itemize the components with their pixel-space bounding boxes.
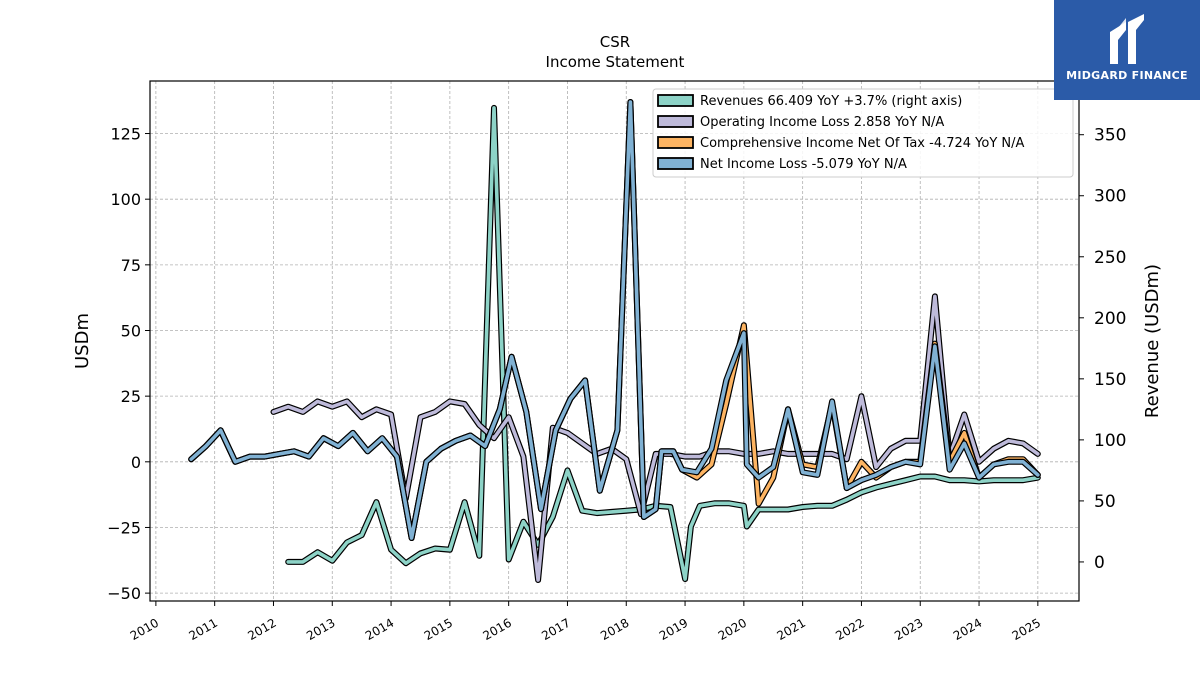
legend-swatch xyxy=(658,95,693,106)
x-tick-label: 2021 xyxy=(775,616,808,643)
y-tick-label-right: 100 xyxy=(1094,431,1126,451)
x-tick-label: 2012 xyxy=(245,616,278,643)
legend-swatch xyxy=(658,158,693,169)
x-tick-label: 2020 xyxy=(716,616,749,643)
y-tick-label-right: 0 xyxy=(1094,553,1105,573)
y-tick-label-right: 300 xyxy=(1094,187,1126,207)
y-tick-label-left: 0 xyxy=(131,453,141,472)
y-tick-label-left: 50 xyxy=(121,321,141,340)
chart-subtitle: Income Statement xyxy=(546,53,685,71)
x-tick-label: 2018 xyxy=(598,616,631,643)
y-tick-label-left: −25 xyxy=(107,518,141,537)
y-tick-label-left: 25 xyxy=(121,387,141,406)
y-tick-label-left: 75 xyxy=(121,256,141,275)
y-axis-label-left: USDm xyxy=(72,313,93,369)
x-tick-label: 2017 xyxy=(539,616,572,643)
x-tick-label: 2013 xyxy=(304,616,337,643)
chart-title: CSR xyxy=(600,33,630,51)
x-tick-label: 2011 xyxy=(187,616,220,643)
y-tick-label-right: 350 xyxy=(1094,126,1126,146)
legend-swatch xyxy=(658,116,693,127)
x-tick-label: 2010 xyxy=(128,616,161,643)
revenues-outline xyxy=(288,108,1038,579)
legend-entry-label: Operating Income Loss 2.858 YoY N/A xyxy=(700,115,944,130)
x-tick-label: 2019 xyxy=(657,616,690,643)
income-statement-chart: CSR Income Statement 2010 2011 2012 2013 201… xyxy=(0,0,1200,675)
x-tick-label: 2016 xyxy=(481,616,514,643)
y-tick-label-left: −50 xyxy=(107,584,141,603)
midgard-logo-icon xyxy=(1104,10,1150,68)
x-tick-label: 2023 xyxy=(892,616,925,643)
x-tick-label: 2025 xyxy=(1010,616,1043,643)
legend-entry-label: Revenues 66.409 YoY +3.7% (right axis) xyxy=(700,94,962,109)
y-tick-label-right: 150 xyxy=(1094,370,1126,390)
y-tick-label-right: 50 xyxy=(1094,492,1116,512)
x-tick-label: 2015 xyxy=(422,616,455,643)
legend-entry-label: Net Income Loss -5.079 YoY N/A xyxy=(700,157,907,172)
y-tick-label-left: 125 xyxy=(110,125,141,144)
x-tick-label: 2014 xyxy=(363,616,396,643)
logo-text: MIDGARD FINANCE xyxy=(1054,69,1200,82)
y-tick-label-left: 100 xyxy=(110,190,141,209)
y-tick-label-right: 250 xyxy=(1094,248,1126,268)
legend: Revenues 66.409 YoY +3.7% (right axis) Op… xyxy=(653,89,1073,177)
midgard-finance-logo: MIDGARD FINANCE xyxy=(1054,0,1200,100)
x-tick-label: 2022 xyxy=(833,616,866,643)
legend-entry-label: Comprehensive Income Net Of Tax -4.724 Y… xyxy=(700,136,1025,151)
x-tick-label: 2024 xyxy=(951,616,984,643)
y-axis-label-right: Revenue (USDm) xyxy=(1142,264,1163,418)
legend-swatch xyxy=(658,137,693,148)
y-tick-label-right: 200 xyxy=(1094,309,1126,329)
